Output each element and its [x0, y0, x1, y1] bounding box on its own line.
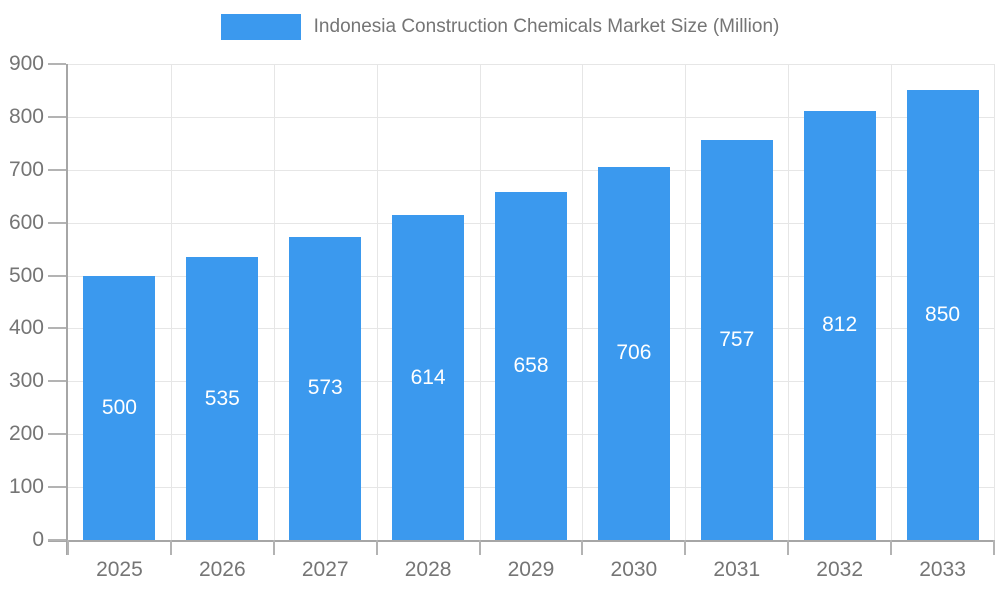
- legend-item[interactable]: Indonesia Construction Chemicals Market …: [220, 14, 780, 40]
- x-axis-tick: [272, 540, 275, 555]
- v-gridline: [891, 64, 893, 540]
- x-axis-line: [48, 540, 994, 542]
- bar-value-label: 812: [822, 313, 858, 337]
- v-gridline: [582, 64, 584, 540]
- x-axis-label: 2031: [713, 558, 761, 581]
- y-axis-tick: [48, 63, 66, 65]
- bar-2027[interactable]: 573: [289, 236, 362, 540]
- bar-value-label: 757: [719, 327, 755, 351]
- y-axis-label: 400: [8, 316, 44, 340]
- x-axis-label: 2026: [198, 558, 246, 581]
- v-gridline: [994, 64, 995, 540]
- y-axis-label: 900: [8, 52, 44, 75]
- y-axis-tick: [48, 115, 66, 118]
- v-gridline: [170, 64, 172, 540]
- y-axis-label: 200: [8, 422, 44, 446]
- bar-2030[interactable]: 706: [597, 166, 670, 540]
- y-axis-tick: [48, 380, 66, 383]
- y-axis-label: 600: [8, 210, 44, 234]
- y-axis-tick: [48, 433, 66, 436]
- v-gridline: [685, 64, 687, 540]
- chart-legend: Indonesia Construction Chemicals Market …: [0, 14, 1000, 40]
- h-gridline: [68, 64, 994, 65]
- x-axis-label: 2032: [816, 558, 864, 581]
- y-axis-label: 800: [8, 104, 44, 128]
- v-gridline: [788, 64, 790, 540]
- bar-2025[interactable]: 500: [83, 275, 156, 540]
- bar-2033[interactable]: 850: [906, 90, 979, 540]
- bar-value-label: 658: [513, 353, 549, 377]
- bar-2032[interactable]: 812: [803, 110, 876, 540]
- x-axis-tick: [890, 540, 893, 555]
- v-gridline: [479, 64, 481, 540]
- x-axis-tick: [478, 540, 481, 555]
- bar-value-label: 850: [925, 303, 961, 327]
- v-gridline: [376, 64, 378, 540]
- x-axis-label: 2025: [96, 558, 143, 581]
- bar-2031[interactable]: 757: [700, 139, 773, 540]
- x-axis-label: 2030: [610, 558, 658, 581]
- y-axis-label: 300: [8, 369, 44, 393]
- y-axis-tick: [48, 327, 66, 330]
- bar-2029[interactable]: 658: [495, 191, 567, 540]
- x-axis-tick: [787, 540, 790, 555]
- x-axis-tick: [67, 540, 69, 555]
- y-axis-label: 0: [32, 528, 44, 551]
- bar-2026[interactable]: 535: [186, 257, 259, 540]
- y-axis-tick: [48, 486, 66, 489]
- bar-value-label: 535: [204, 386, 240, 410]
- bar-value-label: 500: [101, 395, 137, 419]
- y-axis-tick: [48, 221, 66, 224]
- x-axis-label: 2028: [404, 558, 452, 581]
- h-gridline: [68, 116, 994, 118]
- y-axis-label: 100: [8, 475, 44, 499]
- x-axis-label: 2033: [919, 558, 966, 581]
- x-axis-label: 2029: [507, 558, 555, 581]
- x-axis-tick: [375, 540, 378, 555]
- bar-value-label: 573: [307, 376, 343, 400]
- bar-2028[interactable]: 614: [392, 215, 465, 540]
- x-axis-tick: [684, 540, 687, 555]
- y-axis-label: 700: [8, 157, 44, 181]
- legend-swatch: [220, 14, 301, 40]
- y-axis-tick: [48, 274, 66, 277]
- h-gridline: [68, 169, 994, 171]
- x-axis-tick: [169, 540, 172, 555]
- x-axis-tick: [993, 540, 995, 555]
- x-axis-tick: [581, 540, 584, 555]
- y-axis-line: [66, 64, 68, 555]
- bar-value-label: 706: [616, 341, 652, 365]
- y-axis-label: 500: [8, 263, 44, 287]
- x-axis-label: 2027: [301, 558, 349, 581]
- y-axis-tick: [48, 168, 66, 171]
- legend-label: Indonesia Construction Chemicals Market …: [313, 16, 780, 37]
- v-gridline: [273, 64, 275, 540]
- bar-value-label: 614: [410, 365, 446, 389]
- y-axis-tick: [48, 539, 66, 541]
